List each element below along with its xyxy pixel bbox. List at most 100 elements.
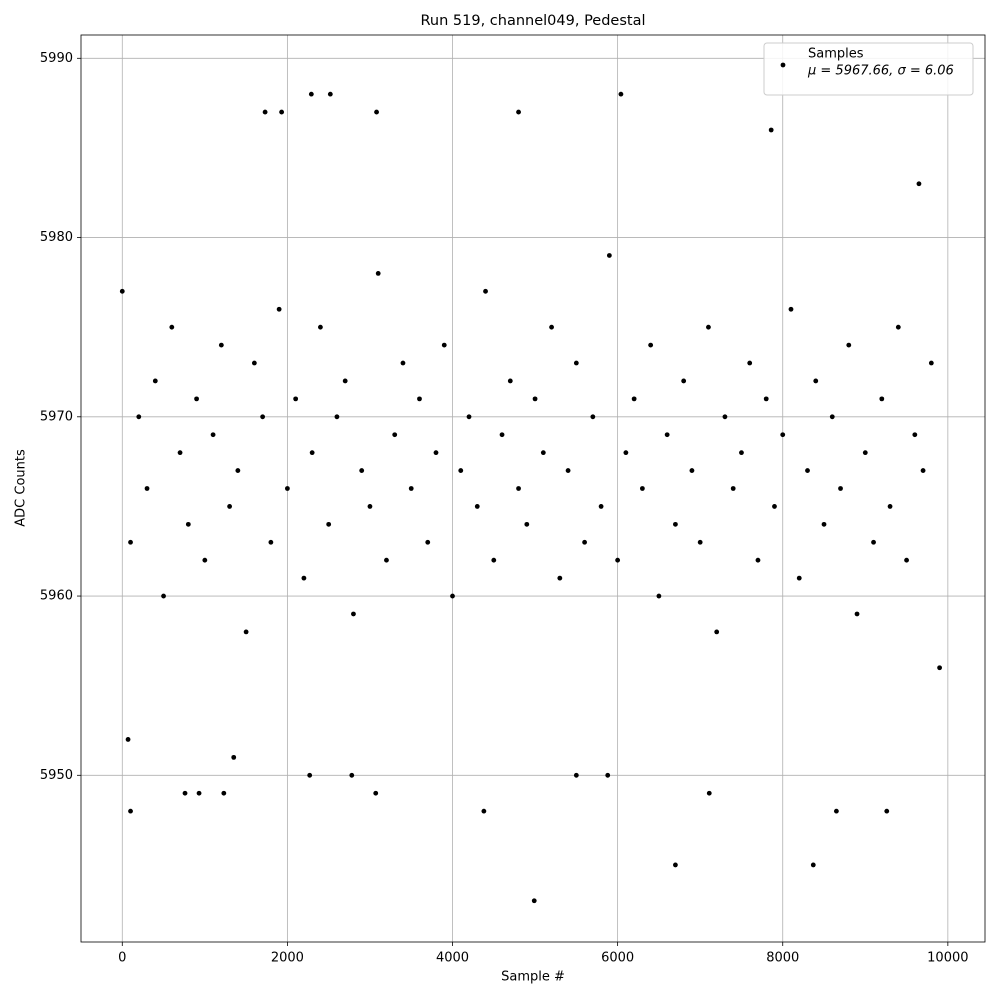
- point: [221, 790, 227, 796]
- point: [169, 324, 175, 330]
- point: [136, 414, 142, 420]
- point: [334, 414, 340, 420]
- point: [928, 360, 934, 366]
- point: [144, 486, 150, 491]
- point: [772, 504, 777, 509]
- x-tick-label: 0: [118, 951, 126, 966]
- point: [618, 91, 624, 97]
- point: [318, 324, 323, 330]
- point: [813, 378, 819, 384]
- point: [326, 521, 332, 527]
- point: [606, 253, 612, 258]
- y-tick-label: 5960: [40, 589, 73, 604]
- point: [268, 539, 274, 545]
- point: [664, 432, 670, 438]
- point: [182, 790, 188, 796]
- point: [689, 468, 695, 473]
- point: [780, 432, 786, 438]
- y-tick-label: 5950: [40, 768, 73, 783]
- legend-stats: μ = 5967.66, σ = 6.06: [807, 64, 954, 79]
- point: [262, 109, 268, 115]
- point: [441, 342, 447, 348]
- point: [516, 486, 521, 491]
- point: [425, 539, 431, 545]
- point: [681, 378, 687, 384]
- point: [605, 772, 611, 778]
- point: [392, 432, 398, 438]
- point: [279, 109, 285, 115]
- point: [904, 557, 909, 563]
- point: [730, 486, 736, 491]
- point: [524, 521, 530, 527]
- point: [185, 521, 191, 527]
- y-axis-label: ADC Counts: [14, 449, 29, 527]
- point: [879, 396, 885, 402]
- point: [912, 432, 918, 438]
- point: [531, 898, 537, 904]
- point: [788, 306, 794, 312]
- point: [722, 414, 728, 420]
- point: [128, 539, 133, 545]
- y-tick-label: 5990: [40, 51, 73, 66]
- x-tick-label: 10000: [927, 951, 968, 966]
- point: [673, 862, 678, 868]
- chart-title: Run 519, channel049, Pedestal: [420, 13, 645, 29]
- point: [755, 557, 761, 563]
- point: [293, 396, 299, 402]
- point: [227, 504, 233, 509]
- point: [384, 557, 389, 563]
- legend-marker: [780, 62, 786, 68]
- point: [838, 486, 843, 491]
- point: [210, 432, 216, 438]
- point: [887, 504, 893, 509]
- point: [516, 109, 521, 115]
- point: [202, 557, 208, 563]
- point: [821, 521, 827, 527]
- point: [466, 414, 472, 420]
- point: [747, 360, 753, 366]
- point: [491, 557, 497, 563]
- point: [854, 611, 860, 617]
- x-axis-label: Sample #: [501, 970, 565, 985]
- point: [375, 271, 381, 276]
- point: [714, 629, 720, 635]
- point: [351, 611, 356, 617]
- point: [359, 468, 365, 473]
- point: [805, 468, 810, 473]
- point: [862, 450, 868, 456]
- point: [373, 790, 379, 796]
- plot-frame: [80, 34, 986, 943]
- x-tick-label: 8000: [766, 951, 799, 966]
- point: [243, 629, 249, 635]
- x-tick-label: 6000: [601, 951, 634, 966]
- point: [739, 450, 744, 456]
- point: [846, 342, 852, 348]
- point: [374, 109, 379, 115]
- point: [573, 772, 579, 778]
- y-tick-label: 5970: [40, 409, 73, 424]
- point: [590, 414, 596, 420]
- point: [763, 396, 769, 402]
- point: [194, 396, 199, 402]
- point: [218, 342, 224, 348]
- point: [260, 414, 266, 420]
- point: [458, 468, 464, 473]
- point: [648, 342, 654, 348]
- point: [251, 360, 257, 366]
- legend-box: [763, 42, 974, 96]
- point: [276, 306, 282, 312]
- point: [367, 504, 373, 509]
- point: [417, 396, 422, 402]
- point: [540, 450, 546, 456]
- point: [119, 288, 125, 294]
- point: [307, 772, 313, 778]
- point: [829, 414, 835, 420]
- point: [706, 790, 712, 796]
- point: [125, 737, 131, 742]
- point: [639, 486, 645, 491]
- point: [532, 396, 538, 402]
- point: [481, 808, 487, 814]
- point: [937, 665, 942, 671]
- legend-label: Samples: [808, 47, 864, 62]
